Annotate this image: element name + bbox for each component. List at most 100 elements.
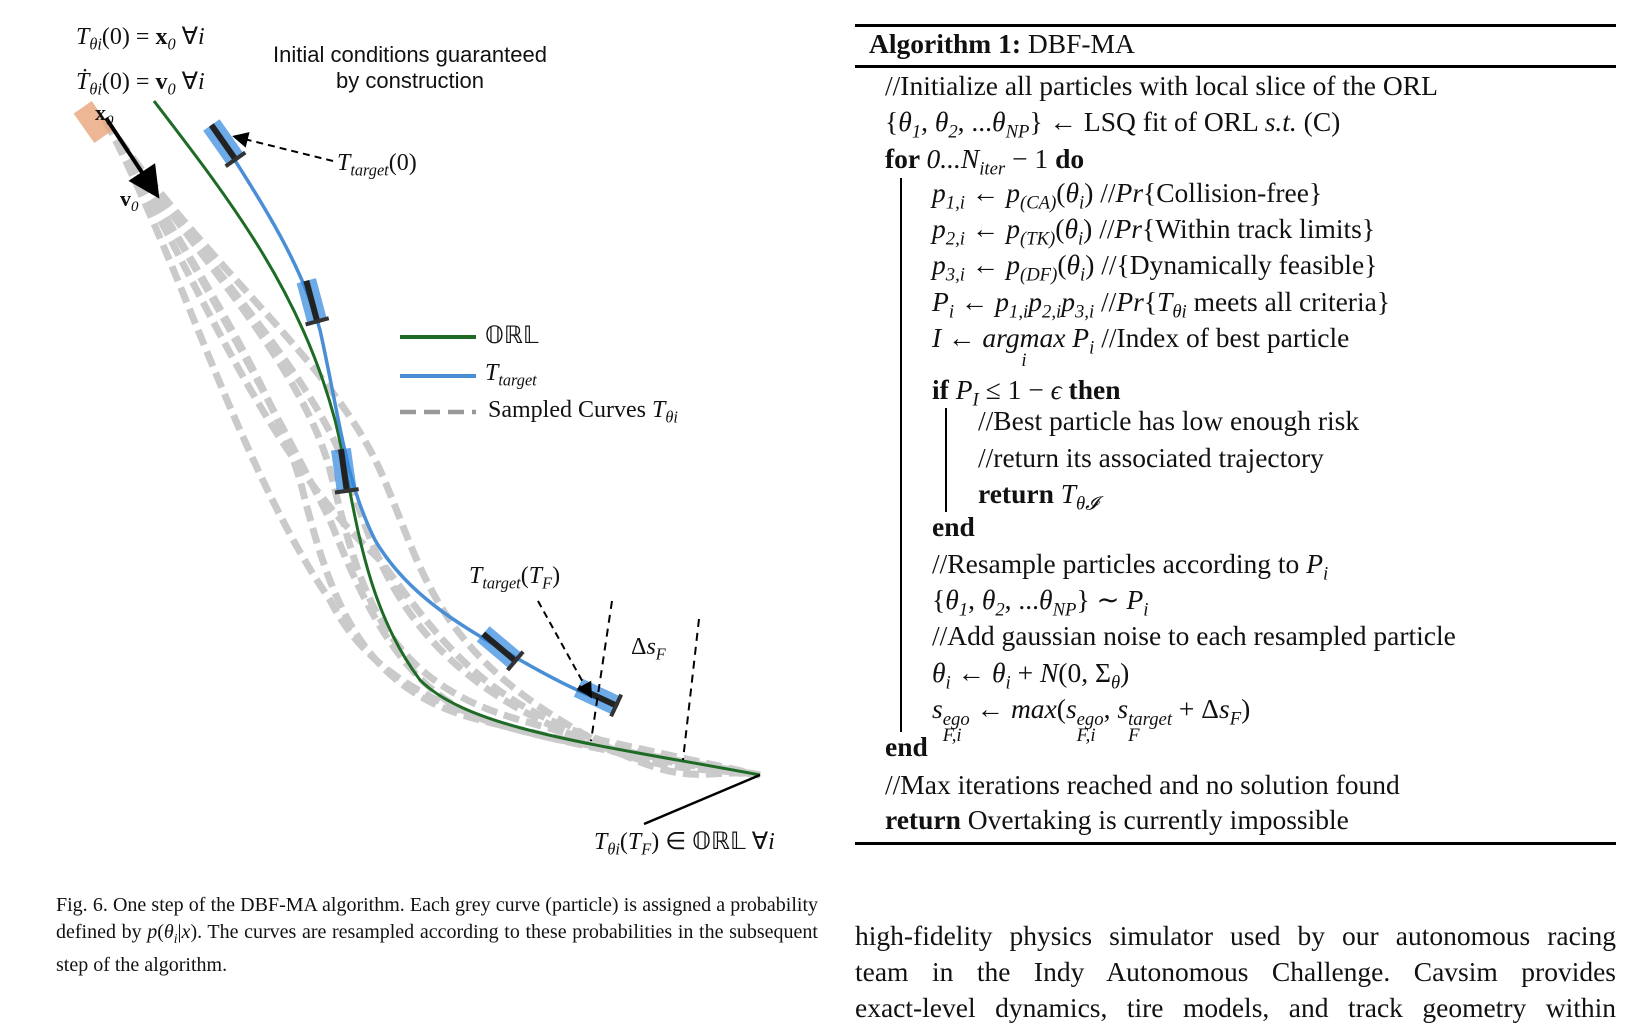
text-segment: do [1055, 143, 1085, 174]
text-segment: T [627, 829, 642, 855]
segment-main: target [1128, 708, 1173, 730]
algorithm-line: //Initialize all particles with local sl… [885, 70, 1438, 102]
text-segment: p [1006, 213, 1020, 244]
text-segment: Algorithm 1: [869, 28, 1021, 59]
text-segment: s [1117, 693, 1129, 724]
algorithm-line: //Resample particles according to Pi [932, 548, 1328, 591]
algorithm-line: for 0...Niter − 1 do [885, 143, 1084, 186]
text-segment: , [1103, 693, 1118, 724]
text-segment: ← [964, 249, 1007, 280]
text-segment: //Max iterations reached and no solution… [885, 769, 1400, 800]
text-segment: p [147, 921, 158, 943]
targetTF-label: Ttarget(TF) [469, 563, 560, 594]
text-segment: max [1010, 693, 1057, 724]
algorithm-line: return Overtaking is currently impossibl… [885, 804, 1349, 836]
v0-label: v0 [120, 186, 138, 216]
ego-car-icon [73, 100, 113, 144]
text-segment: P [1306, 548, 1323, 579]
text-segment: 3,i [1074, 301, 1095, 323]
algorithm-line: end [885, 731, 928, 763]
text-segment [1054, 478, 1061, 509]
text-segment: ← [969, 693, 1011, 724]
text-segment: θ [934, 106, 949, 137]
text-segment: ) //{Dynamically feasible} [1085, 249, 1378, 280]
algorithm-line: p3,i ← p(DF)(θi) //{Dynamically feasible… [932, 249, 1377, 292]
text-segment: ) ∈ 𝕆ℝ𝕃 ∀ [651, 829, 769, 855]
segment-main: ego [942, 708, 970, 730]
text-segment: I [972, 389, 979, 411]
text-segment: p [932, 213, 946, 244]
init-note-line: by construction [336, 68, 484, 93]
text-segment: // [1094, 286, 1117, 317]
algorithm-line: I ← argmax i Pi //Index of best particle [932, 322, 1349, 369]
text-segment: } ∼ [1076, 584, 1127, 615]
legend-target-label: Ttarget [485, 360, 537, 391]
text-segment: s.t. [1264, 106, 1297, 137]
text-segment: Overtaking is currently impossible [960, 804, 1349, 835]
text-segment: Fig. 6. One step of the DBF-MA algorithm… [56, 894, 818, 943]
text-segment: , ... [957, 106, 993, 137]
text-segment: ( [1056, 177, 1066, 208]
text-segment: θ [1039, 584, 1053, 615]
body-paragraph: high-fidelity physics simulator used by … [855, 918, 1616, 1026]
segment-main: ego [1076, 708, 1104, 730]
text-segment: T [76, 24, 90, 50]
text-segment: { [885, 106, 899, 137]
text-segment: p [932, 249, 946, 280]
text-segment: P [932, 286, 949, 317]
text-segment: − 1 [1005, 143, 1056, 174]
text-segment: Ṫ [76, 69, 90, 95]
target0-pointer [232, 132, 334, 162]
target0-label: Ttarget(0) [337, 150, 417, 181]
text-segment: i [945, 672, 951, 694]
sF-ego-marker [682, 618, 700, 761]
text-segment: ← [941, 322, 983, 353]
if-block-bar [945, 408, 947, 512]
text-segment: s [1065, 693, 1077, 724]
text-segment: NP [1052, 599, 1077, 621]
text-segment: θ [981, 584, 996, 615]
algorithm-line: s ego F,i ← max(s ego F,i, s target F + ΔsF) [932, 693, 1250, 745]
algorithm-top-rule [855, 24, 1616, 27]
text-segment: ∀ [175, 69, 199, 95]
targetTF-pointer [537, 600, 592, 699]
text-segment: v [120, 186, 131, 211]
text-segment: ϵ [1050, 374, 1062, 405]
text-segment: if [932, 374, 956, 405]
text-segment: ( [520, 563, 529, 589]
sampled-curve [102, 117, 761, 779]
text-segment: end [932, 511, 975, 542]
text-segment: s [646, 634, 656, 660]
text-segment: T [1157, 286, 1173, 317]
target-car-icon [331, 447, 359, 495]
segment-script: i [1021, 349, 1027, 371]
text-segment: 1 [958, 599, 969, 621]
text-segment: ) [552, 563, 561, 589]
text-segment: i [1078, 192, 1085, 214]
text-segment: target [498, 370, 537, 390]
orl-curve [152, 100, 761, 777]
algorithm-line: p1,i ← p(CA)(θi) //Pr{Collision-free} [932, 177, 1322, 220]
init-position-label: Tθi(0) = x0 ∀i [76, 22, 205, 55]
text-segment: ) [1241, 693, 1251, 724]
algorithm-bottom-rule [855, 842, 1616, 845]
text-segment: (CA) [1019, 192, 1057, 214]
text-segment: θ [991, 657, 1006, 688]
text-segment: θi [89, 34, 102, 54]
algorithm-line: {θ1, θ2, ...θNP} ← LSQ fit of ORL s.t. (… [885, 106, 1340, 149]
sampled-curve [102, 118, 761, 779]
text-segment: θ [1065, 177, 1079, 208]
segment-main: argmax [982, 322, 1066, 353]
text-segment: v [155, 69, 168, 95]
text-segment: ← [964, 213, 1007, 244]
v0-arrow [104, 116, 160, 199]
text-segment: i [948, 301, 955, 323]
algorithm-line: p2,i ← p(TK)(θi) //Pr{Within track limit… [932, 213, 1375, 256]
text-segment: T [528, 563, 543, 589]
text-segment: //Initialize all particles with local sl… [885, 70, 1438, 101]
endpoint-label: Tθi(TF) ∈ 𝕆ℝ𝕃 ∀i [594, 827, 775, 860]
algorithm-line: Pi ← p1,ip2,ip3,i //Pr{Tθi meets all cri… [932, 286, 1390, 329]
text-segment: i [173, 930, 178, 946]
figure-diagram [73, 100, 761, 826]
text-segment: 0 [167, 34, 176, 54]
